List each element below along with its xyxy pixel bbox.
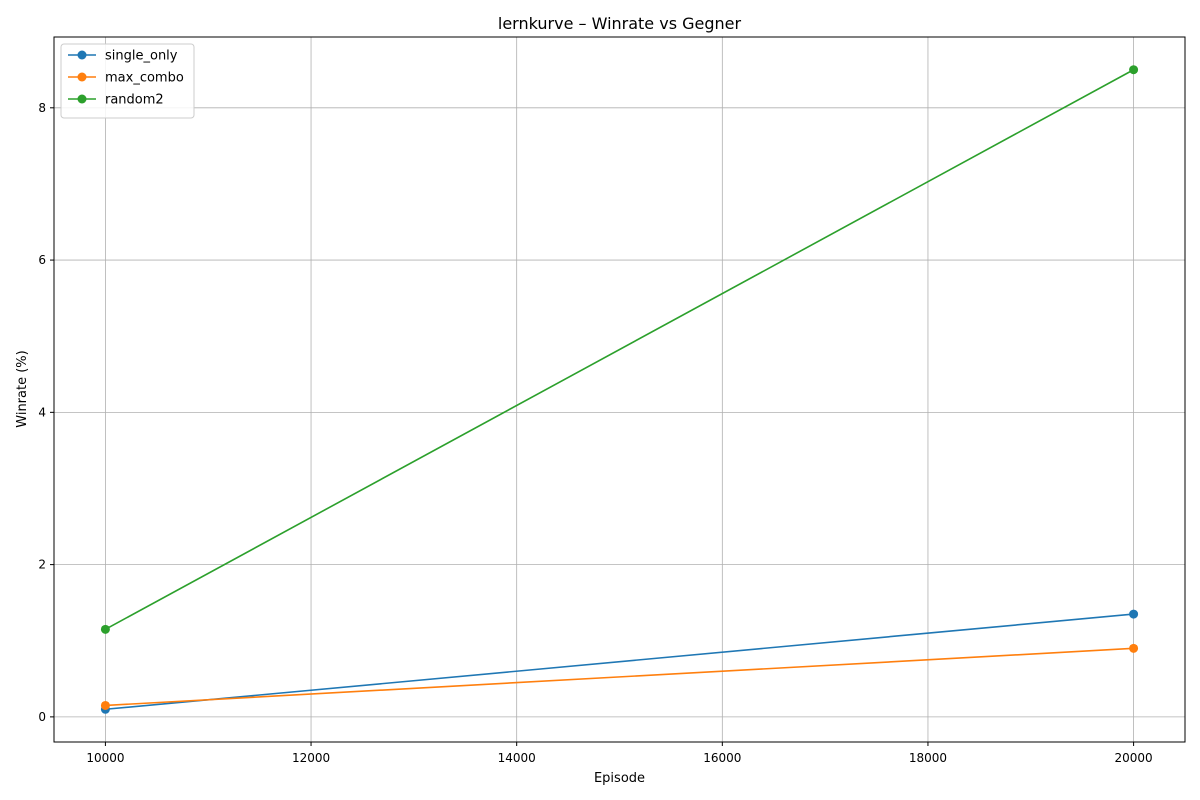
y-tick-label: 0 xyxy=(38,710,46,724)
series-random2 xyxy=(100,65,1139,634)
x-tick-label: 14000 xyxy=(498,751,536,765)
legend-marker xyxy=(77,94,87,104)
legend-item: single_only xyxy=(68,49,178,64)
series-layer xyxy=(100,65,1139,714)
x-axis: 10000 12000 14000 16000 18000 20000 xyxy=(86,742,1153,765)
x-tick-label: 10000 xyxy=(86,751,124,765)
data-point xyxy=(100,700,110,710)
legend-label: max_combo xyxy=(105,71,184,86)
legend-marker xyxy=(77,50,87,60)
legend-label: random2 xyxy=(105,93,164,108)
legend-label: single_only xyxy=(105,49,178,64)
y-axis: 0 2 4 6 8 xyxy=(38,101,54,724)
x-tick-label: 20000 xyxy=(1114,751,1152,765)
x-tick-label: 18000 xyxy=(909,751,947,765)
data-point xyxy=(1129,643,1139,653)
legend-marker xyxy=(77,72,87,82)
x-tick-label: 12000 xyxy=(292,751,330,765)
y-tick-label: 2 xyxy=(38,558,46,572)
series-max_combo xyxy=(100,643,1139,710)
y-tick-label: 6 xyxy=(38,253,46,267)
plot-frame xyxy=(53,36,1186,743)
data-point xyxy=(1129,609,1139,619)
series-line xyxy=(105,647,1134,707)
data-point xyxy=(1129,65,1139,75)
legend: single_only max_combo random2 xyxy=(60,43,195,119)
chart-title: lernkurve – Winrate vs Gegner xyxy=(498,14,742,33)
y-axis-label: Winrate (%) xyxy=(15,350,30,427)
legend-item: random2 xyxy=(68,93,164,108)
x-tick-label: 16000 xyxy=(703,751,741,765)
series-line xyxy=(105,69,1134,631)
series-line xyxy=(105,613,1134,711)
y-tick-label: 4 xyxy=(38,405,46,419)
y-tick-label: 8 xyxy=(38,101,46,115)
x-axis-label: Episode xyxy=(594,771,645,786)
grid xyxy=(54,37,1185,742)
legend-item: max_combo xyxy=(68,71,184,86)
data-point xyxy=(100,624,110,634)
